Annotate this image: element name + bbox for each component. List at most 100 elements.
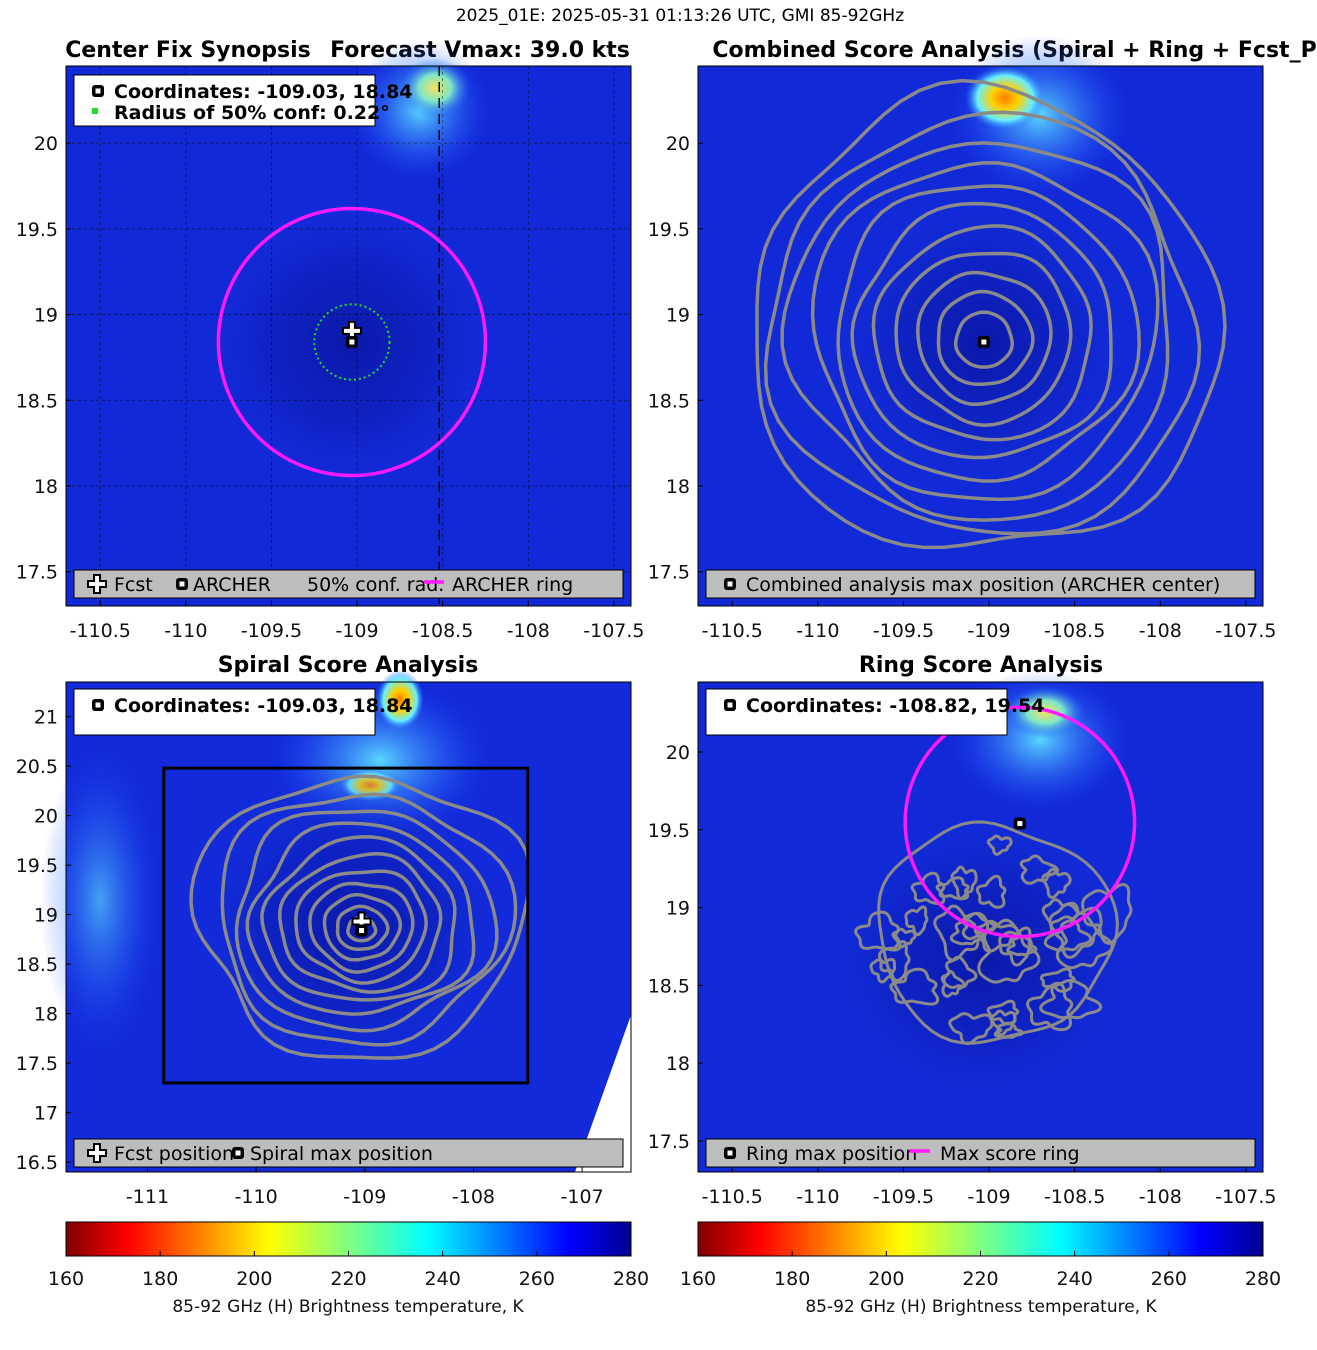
- figure-suptitle: 2025_01E: 2025-05-31 01:13:26 UTC, GMI 8…: [456, 6, 904, 26]
- legend-conf: 50% conf. rad.: [307, 574, 444, 596]
- plot-frame: [65, 65, 632, 607]
- x-tick-label: -107.5: [1215, 1186, 1276, 1208]
- x-tick-labels: -110.5 -110 -109.5 -109 -108.5 -108 -107.5: [70, 601, 645, 642]
- legend-combined-max: Combined analysis max position (ARCHER c…: [746, 574, 1220, 596]
- colorbar-tick-label: 240: [425, 1268, 461, 1290]
- info-coord-marker: [92, 699, 104, 711]
- contour-line: [986, 834, 1013, 856]
- colorbar-ticks: 160 180 200 220 240 260 280: [680, 1251, 1281, 1290]
- contour-line: [942, 955, 978, 990]
- contour-line: [755, 78, 1227, 550]
- contour-line: [871, 224, 1093, 442]
- info-coordinates: Coordinates: -108.82, 19.54: [746, 695, 1045, 717]
- x-tick-label: -109.5: [873, 620, 934, 642]
- colorbar-tick-label: 260: [519, 1268, 555, 1290]
- colorbar-label: 85-92 GHz (H) Brightness temperature, K: [172, 1297, 524, 1317]
- info-coord-marker: [724, 699, 736, 711]
- contour-line: [1039, 978, 1103, 1020]
- contour-line: [936, 289, 1035, 387]
- x-tick-label: -110: [796, 1186, 839, 1208]
- legend-fcst: Fcst: [114, 574, 153, 596]
- contour-line: [975, 874, 1007, 909]
- colorbar-label: 85-92 GHz (H) Brightness temperature, K: [805, 1297, 1157, 1317]
- info-coordinates: Coordinates: -109.03, 18.84: [114, 695, 413, 717]
- x-tick-label: -108: [1139, 1186, 1182, 1208]
- contour-line: [949, 918, 986, 946]
- legend-spiral-max: Spiral max position: [250, 1143, 433, 1165]
- contour-line: [189, 774, 528, 1060]
- y-tick-label: 20.5: [16, 756, 58, 778]
- y-tick-label: 16.5: [16, 1152, 58, 1174]
- colorbar-tick-label: 180: [774, 1268, 810, 1290]
- colorbar-left: 160 180 200 220 240 260 280 85-92 GHz (H) Brig…: [48, 1221, 649, 1317]
- max-score-ring: [903, 705, 1137, 939]
- score-contours: [755, 78, 1227, 550]
- panel-spiral: Spiral Score Analysis Coordinates: -109.…: [16, 653, 632, 1208]
- legend-fcst-icon: [87, 1143, 107, 1163]
- spiral-contours: [189, 774, 528, 1060]
- info-box: [73, 688, 376, 736]
- contour-line: [854, 910, 902, 952]
- archer-marker: [345, 336, 358, 348]
- contour-line: [260, 835, 457, 1002]
- contour-line: [1041, 867, 1072, 900]
- contour-line: [850, 201, 1113, 460]
- info-box: [705, 688, 1008, 736]
- colorbar-tick-label: 240: [1057, 1268, 1093, 1290]
- info-radius: Radius of 50% conf: 0.22°: [114, 102, 390, 124]
- colorbar-tick-label: 180: [142, 1268, 178, 1290]
- y-tick-label: 18.5: [648, 390, 690, 412]
- x-tick-label: -107.5: [583, 620, 644, 642]
- contour-line: [1055, 911, 1114, 970]
- contour-line: [973, 919, 1020, 953]
- y-tick-labels: 17.5 18 18.5 19 19.5 20: [16, 133, 71, 584]
- x-tick-label: -110.5: [70, 620, 131, 642]
- colorbar-tick-label: 200: [236, 1268, 272, 1290]
- y-tick-label: 18.5: [16, 954, 58, 976]
- x-tick-label: -110: [164, 620, 207, 642]
- y-tick-label: 17.5: [16, 1053, 58, 1075]
- legend-ring-max-icon: [724, 1147, 736, 1159]
- y-tick-label: 21: [34, 707, 58, 729]
- field-convection-core: [399, 58, 471, 118]
- x-tick-label: -109: [335, 620, 378, 642]
- confidence-circle: [313, 303, 391, 381]
- contour-line: [1039, 967, 1076, 993]
- contour-line: [294, 869, 428, 985]
- contour-line: [889, 967, 940, 1006]
- plot-frame: [65, 681, 632, 1173]
- info-coordinates: Coordinates: -109.03, 18.84: [114, 81, 413, 103]
- contour-line: [894, 251, 1073, 427]
- legend-box: [73, 1138, 624, 1168]
- panel-center-fix: Center Fix Synopsis Forecast Vmax: 39.0 …: [16, 38, 645, 642]
- y-tick-label: 20: [34, 806, 58, 828]
- y-tick-label: 18: [34, 476, 58, 498]
- colorbar-ticks: 160 180 200 220 240 260 280: [48, 1251, 649, 1290]
- contour-line: [322, 892, 403, 962]
- y-tick-label: 19: [34, 305, 58, 327]
- colorbar-tick-label: 220: [962, 1268, 998, 1290]
- background-field: [40, 670, 631, 1172]
- legend-fcst-position: Fcst position: [114, 1143, 234, 1165]
- ring-max-marker: [1013, 817, 1026, 830]
- y-tick-label: 17.5: [16, 562, 58, 584]
- y-tick-label: 18: [666, 1053, 690, 1075]
- legend-fcst-icon: [87, 574, 107, 594]
- y-tick-label: 18.5: [16, 390, 58, 412]
- x-tick-label: -109: [967, 1186, 1010, 1208]
- legend-archer-icon: [176, 578, 188, 590]
- y-tick-label: 20: [666, 133, 690, 155]
- contour-line: [986, 999, 1020, 1026]
- x-tick-labels: -110.5 -110 -109.5 -109 -108.5 -108 -107.5: [702, 601, 1277, 642]
- x-tick-label: -108: [1139, 620, 1182, 642]
- y-tick-label: 17.5: [648, 562, 690, 584]
- search-box: [162, 766, 530, 1085]
- panel-title-center-fix: Center Fix Synopsis: [65, 38, 311, 63]
- y-tick-label: 19.5: [16, 219, 58, 241]
- contour-line: [877, 939, 911, 983]
- x-tick-labels: -110.5 -110 -109.5 -109 -108.5 -108 -107.5: [702, 1167, 1277, 1208]
- x-tick-label: -110.5: [702, 620, 763, 642]
- spiral-max-marker: [355, 924, 368, 937]
- contour-line: [245, 821, 476, 1016]
